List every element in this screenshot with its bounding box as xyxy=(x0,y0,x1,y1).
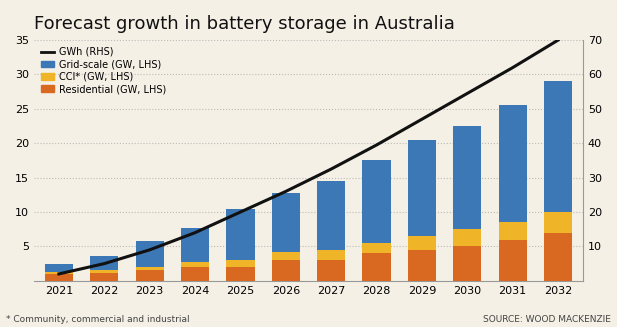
Bar xyxy=(408,250,436,281)
Bar xyxy=(453,229,481,247)
Bar xyxy=(181,228,209,262)
Bar xyxy=(363,161,391,243)
Bar xyxy=(271,252,300,260)
Bar xyxy=(408,140,436,236)
Bar xyxy=(45,272,73,274)
Bar xyxy=(363,243,391,253)
Bar xyxy=(90,270,118,272)
Bar xyxy=(453,247,481,281)
Bar xyxy=(226,267,254,281)
Bar xyxy=(499,240,527,281)
Bar xyxy=(226,260,254,267)
Bar xyxy=(317,181,346,250)
Bar xyxy=(181,267,209,281)
Bar xyxy=(363,253,391,281)
Text: Forecast growth in battery storage in Australia: Forecast growth in battery storage in Au… xyxy=(34,15,455,33)
Bar xyxy=(271,194,300,252)
Legend: GWh (RHS), Grid-scale (GW, LHS), CCI* (GW, LHS), Residential (GW, LHS): GWh (RHS), Grid-scale (GW, LHS), CCI* (G… xyxy=(39,45,168,96)
Bar xyxy=(136,270,164,281)
Bar xyxy=(544,232,572,281)
Bar xyxy=(136,241,164,267)
Bar xyxy=(544,81,572,212)
Bar xyxy=(317,250,346,260)
Bar xyxy=(45,264,73,272)
Bar xyxy=(136,267,164,270)
Bar xyxy=(45,274,73,281)
Bar xyxy=(271,260,300,281)
Bar xyxy=(408,236,436,250)
Text: * Community, commercial and industrial: * Community, commercial and industrial xyxy=(6,315,190,324)
Text: SOURCE: WOOD MACKENZIE: SOURCE: WOOD MACKENZIE xyxy=(483,315,611,324)
Bar xyxy=(90,256,118,270)
Bar xyxy=(317,260,346,281)
Bar xyxy=(90,272,118,281)
Bar xyxy=(499,105,527,222)
Bar xyxy=(181,262,209,267)
Bar xyxy=(499,222,527,240)
Bar xyxy=(226,209,254,260)
Bar xyxy=(453,126,481,229)
Bar xyxy=(544,212,572,232)
